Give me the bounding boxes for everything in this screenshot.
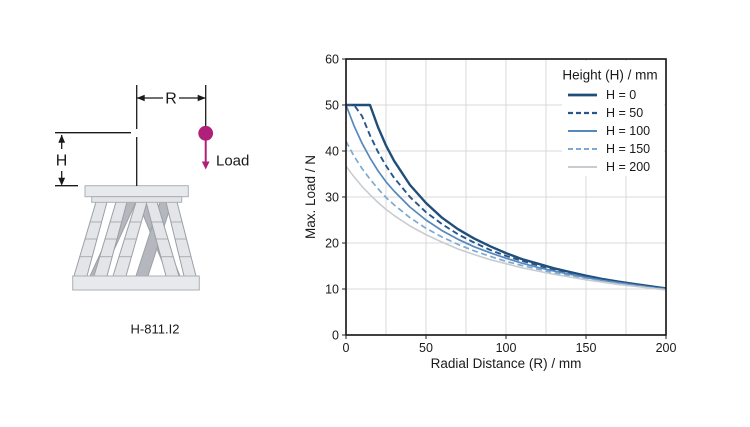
- y-tick-label: 50: [325, 98, 339, 112]
- y-tick-label: 20: [325, 236, 339, 250]
- y-axis-title: Max. Load / N: [303, 155, 318, 239]
- legend-background: [562, 61, 664, 176]
- curve-h-100: [345, 104, 667, 290]
- radial-distance-label: R: [165, 91, 177, 108]
- legend-label: H = 0: [606, 88, 636, 102]
- legend-title: Height (H) / mm: [562, 68, 657, 83]
- legend-label: H = 100: [606, 124, 650, 138]
- hexapod-top-plate: [84, 185, 189, 198]
- r-arrow-left-icon: [136, 94, 145, 102]
- x-tick-label: 50: [419, 341, 433, 355]
- x-axis-title: Radial Distance (R) / mm: [431, 356, 582, 371]
- chart-legend: Height (H) / mm H = 0 H = 50 H = 100 H = 150…: [562, 61, 664, 176]
- dimension-lines: [55, 85, 207, 187]
- h-arrow-down-icon: [58, 177, 66, 186]
- y-tick-label: 0: [332, 328, 339, 342]
- model-caption: H-811.I2: [131, 322, 180, 337]
- chart-curves: [345, 103, 667, 291]
- hexapod-struts: [73, 201, 197, 277]
- x-tick-label: 150: [576, 341, 597, 355]
- load-label: Load: [216, 153, 249, 170]
- curve-h-150: [345, 140, 667, 291]
- height-label: H: [56, 153, 68, 170]
- x-tick-label: 100: [496, 341, 517, 355]
- h-arrow-up-icon: [58, 134, 66, 143]
- y-tick-label: 10: [325, 282, 339, 296]
- y-tick-label: 60: [325, 52, 339, 66]
- x-tick-label: 200: [656, 341, 677, 355]
- x-tick-label: 0: [343, 341, 350, 355]
- legend-label: H = 200: [606, 160, 650, 174]
- curve-h-0: [346, 103, 667, 290]
- hexapod-top-plate-lower: [91, 196, 183, 203]
- r-arrow-right-icon: [197, 94, 206, 102]
- load-ball: [198, 125, 214, 141]
- y-tick-label: 40: [325, 144, 339, 158]
- hexapod-base-plate: [72, 275, 200, 291]
- legend-label: H = 50: [606, 106, 643, 120]
- chart-ticks: 0 50 100 150 200 0 10 20 30 40 50 60: [325, 52, 676, 355]
- curve-h-200: [345, 165, 667, 291]
- load-chart: Height (H) / mm H = 0 H = 50 H = 100 H = 150…: [303, 52, 676, 371]
- legend-label: H = 150: [606, 142, 650, 156]
- y-tick-label: 30: [325, 190, 339, 204]
- hexapod-load-diagram: R H Load H-811.I2: [55, 85, 249, 337]
- chart-gridlines: [346, 59, 666, 335]
- load-arrow-down-icon: [201, 161, 210, 170]
- dimension-arrowheads: [58, 94, 206, 186]
- curve-h-50: [346, 104, 667, 290]
